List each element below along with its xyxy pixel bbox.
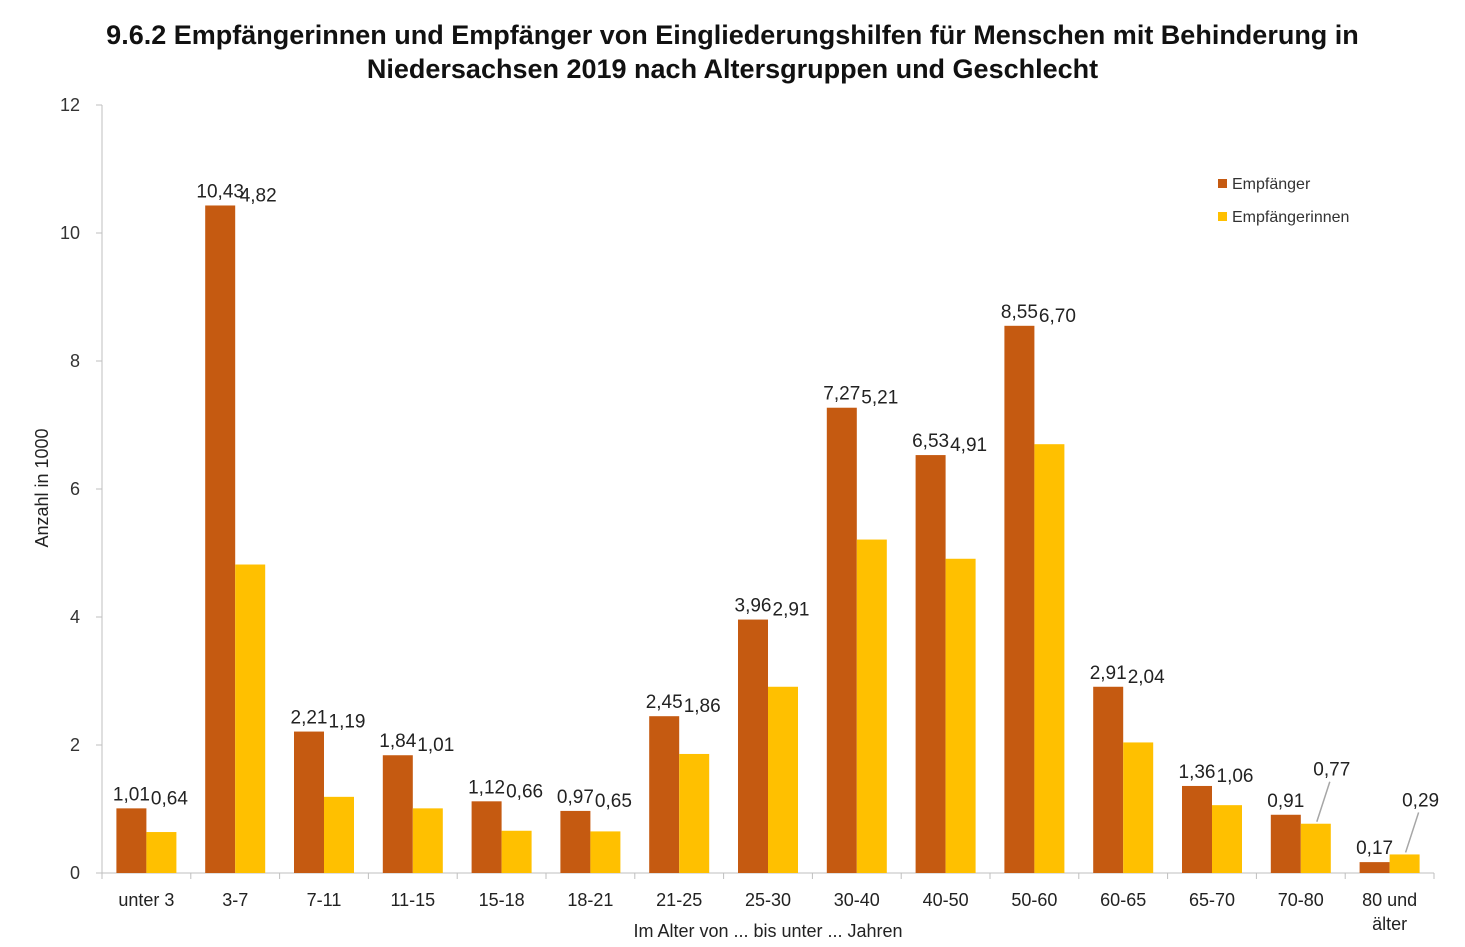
data-label: 5,21 — [861, 388, 898, 409]
legend-label: Empfängerinnen — [1232, 209, 1349, 226]
data-label-leader — [1404, 812, 1420, 853]
chart-title-line-2: Niedersachsen 2019 nach Altersgruppen un… — [366, 54, 1099, 84]
y-axis-title: Anzahl in 1000 — [32, 428, 52, 547]
x-category-label: 3-7 — [222, 890, 248, 910]
x-category-label: 25-30 — [745, 890, 791, 910]
data-label: 8,55 — [1001, 302, 1038, 323]
bar-empfaengerinnen — [590, 831, 621, 873]
x-category-label: 18-21 — [567, 890, 613, 910]
bar-empfaenger — [826, 407, 857, 873]
x-category-label: 15-18 — [479, 890, 525, 910]
bar-empfaengerinnen — [768, 686, 798, 873]
bar-empfaenger — [116, 808, 147, 873]
x-category-label: 50-60 — [1011, 890, 1057, 910]
bar-empfaengerinnen — [146, 832, 177, 873]
data-label: 4,91 — [950, 435, 987, 456]
chart-axes: 0 2 4 6 8 10 12 unter 3 3-7 7-11 11-15 15-18 18-21 21… — [60, 95, 1435, 934]
bar-empfaengerinnen — [235, 564, 266, 873]
data-label: 1,12 — [468, 777, 505, 798]
data-label: 0,64 — [151, 788, 188, 809]
bar-empfaengerinnen — [1123, 742, 1154, 873]
x-category-label: 70-80 — [1278, 890, 1324, 910]
bar-empfaenger — [1093, 686, 1124, 873]
data-label: 6,53 — [912, 431, 949, 452]
data-label: 0,17 — [1356, 838, 1393, 859]
data-label: 4,82 — [240, 185, 277, 206]
y-tick-label: 12 — [60, 95, 80, 115]
data-label: 1,01 — [113, 784, 150, 805]
y-tick-label: 4 — [70, 607, 80, 627]
legend-label: Empfänger — [1232, 176, 1311, 193]
x-category-label: 65-70 — [1189, 890, 1235, 910]
bar-empfaenger — [915, 455, 946, 873]
data-label-leader — [1316, 781, 1331, 822]
bar-empfaengerinnen — [679, 753, 710, 873]
data-label: 0,91 — [1267, 791, 1304, 812]
bar-empfaenger — [294, 731, 324, 873]
bar-empfaengerinnen — [856, 539, 887, 873]
bar-empfaenger — [1270, 814, 1301, 873]
bar-empfaenger — [1182, 785, 1212, 873]
data-label: 0,29 — [1402, 790, 1439, 811]
data-label: 1,06 — [1217, 766, 1254, 787]
data-label: 0,97 — [557, 787, 594, 808]
legend-swatch — [1218, 179, 1227, 188]
data-label: 2,91 — [773, 600, 810, 621]
data-label: 6,70 — [1039, 306, 1076, 327]
bar-empfaengerinnen — [501, 830, 532, 873]
bar-empfaengerinnen — [945, 558, 976, 873]
x-category-label: älter — [1372, 914, 1407, 934]
data-label: 0,66 — [506, 781, 543, 802]
bar-empfaenger — [1004, 325, 1035, 873]
data-label: 2,21 — [291, 708, 328, 729]
data-label: 2,04 — [1128, 667, 1165, 688]
y-tick-label: 2 — [70, 735, 80, 755]
x-category-label: 30-40 — [834, 890, 880, 910]
bar-empfaenger — [382, 755, 413, 873]
x-category-label: 40-50 — [923, 890, 969, 910]
bar-empfaengerinnen — [1034, 444, 1065, 873]
chart-legend: Empfänger Empfängerinnen — [1218, 176, 1349, 226]
bar-empfaengerinnen — [412, 808, 443, 873]
x-category-label: 21-25 — [656, 890, 702, 910]
data-label: 0,77 — [1313, 760, 1350, 781]
bar-empfaenger — [471, 801, 502, 873]
data-label: 1,86 — [684, 696, 721, 717]
data-label: 10,43 — [196, 181, 244, 202]
legend-swatch — [1218, 212, 1227, 221]
bar-empfaengerinnen — [324, 796, 354, 873]
chart-title-line-1: 9.6.2 Empfängerinnen und Empfänger von E… — [106, 20, 1359, 50]
bar-empfaengerinnen — [1300, 823, 1331, 873]
bar-empfaenger — [649, 716, 680, 873]
data-label: 2,45 — [646, 692, 683, 713]
data-label: 1,19 — [329, 712, 366, 733]
bar-empfaenger — [1359, 862, 1390, 873]
x-category-label: unter 3 — [118, 890, 174, 910]
data-label: 0,65 — [595, 791, 632, 812]
bar-empfaenger — [738, 619, 768, 873]
chart-data-labels: 1,01 10,43 2,21 1,84 1,12 0,97 2,45 3,96 7,27 6,5… — [113, 181, 1439, 859]
data-label: 1,01 — [417, 735, 454, 756]
data-label: 1,84 — [379, 731, 416, 752]
chart-bars — [116, 205, 1420, 874]
x-category-label: 60-65 — [1100, 890, 1146, 910]
y-tick-label: 6 — [70, 479, 80, 499]
bar-empfaengerinnen — [1212, 805, 1242, 873]
bar-empfaenger — [205, 205, 236, 874]
y-tick-label: 10 — [60, 223, 80, 243]
y-tick-label: 0 — [70, 863, 80, 883]
data-label: 2,91 — [1090, 663, 1127, 684]
chart-title: 9.6.2 Empfängerinnen und Empfänger von E… — [0, 18, 1465, 86]
data-label: 3,96 — [735, 596, 772, 617]
x-category-label: 7-11 — [307, 890, 342, 910]
data-label: 7,27 — [823, 384, 860, 405]
bar-empfaenger — [560, 810, 591, 873]
data-label: 1,36 — [1179, 762, 1216, 783]
x-category-label: 11-15 — [390, 890, 435, 910]
x-category-label: 80 und — [1362, 890, 1417, 910]
y-tick-label: 8 — [70, 351, 80, 371]
bar-empfaengerinnen — [1389, 854, 1420, 873]
x-axis-title: Im Alter von ... bis unter ... Jahren — [633, 921, 902, 941]
